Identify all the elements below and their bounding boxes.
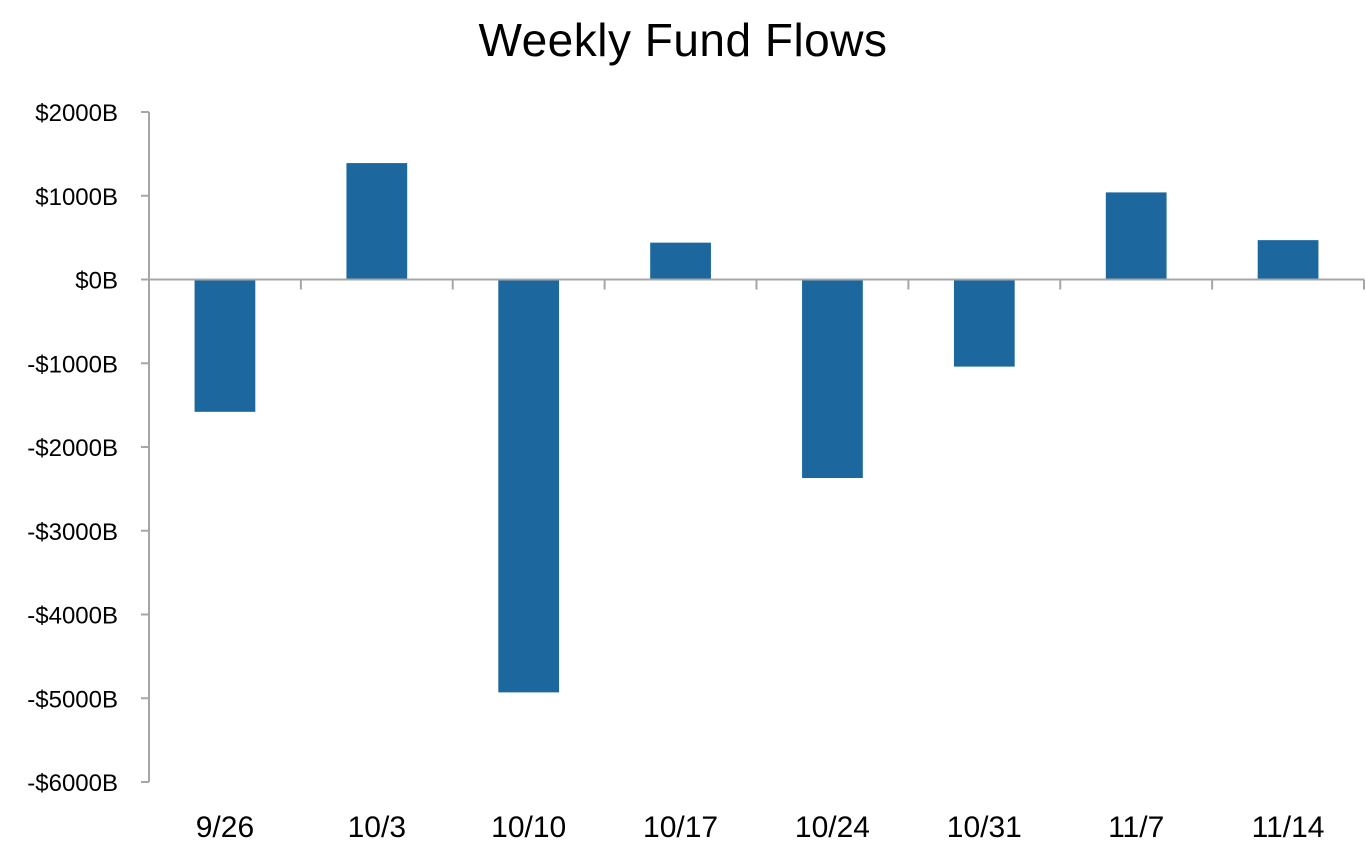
y-tick-label: -$2000B: [27, 435, 118, 462]
y-tick-label: -$3000B: [27, 519, 118, 546]
x-tick-label: 11/14: [1252, 811, 1325, 844]
bar-9-26: [194, 279, 256, 412]
y-tick-label: -$1000B: [27, 351, 118, 378]
bar-10-10: [498, 279, 560, 693]
y-tick-label: $1000B: [35, 184, 118, 211]
chart-title: Weekly Fund Flows: [478, 14, 888, 66]
x-tick-label: 9/26: [196, 811, 254, 844]
bar-10-17: [650, 242, 711, 280]
x-tick-label: 11/7: [1108, 811, 1164, 844]
y-tick-label: $2000B: [35, 100, 118, 127]
bar-10-24: [802, 279, 863, 478]
y-tick-label: -$5000B: [27, 686, 118, 713]
axes-layer: [141, 111, 1365, 783]
x-tick-label: 10/10: [491, 811, 566, 844]
bar-10-3: [346, 163, 408, 280]
bars-layer: [194, 163, 1319, 693]
labels-layer: $2000B $1000B $0B -$1000B -$2000B -$3000B -$40…: [27, 100, 1324, 844]
y-tick-label: $0B: [75, 268, 118, 295]
bar-11-7: [1105, 192, 1167, 280]
x-tick-label: 10/17: [643, 811, 718, 844]
x-tick-label: 10/24: [795, 811, 870, 844]
y-tick-label: -$6000B: [27, 770, 118, 797]
bar-11-14: [1257, 240, 1319, 280]
x-tick-label: 10/3: [348, 811, 406, 844]
x-tick-label: 10/31: [947, 811, 1022, 844]
y-tick-label: -$4000B: [27, 603, 118, 630]
bar-10-31: [953, 279, 1015, 367]
